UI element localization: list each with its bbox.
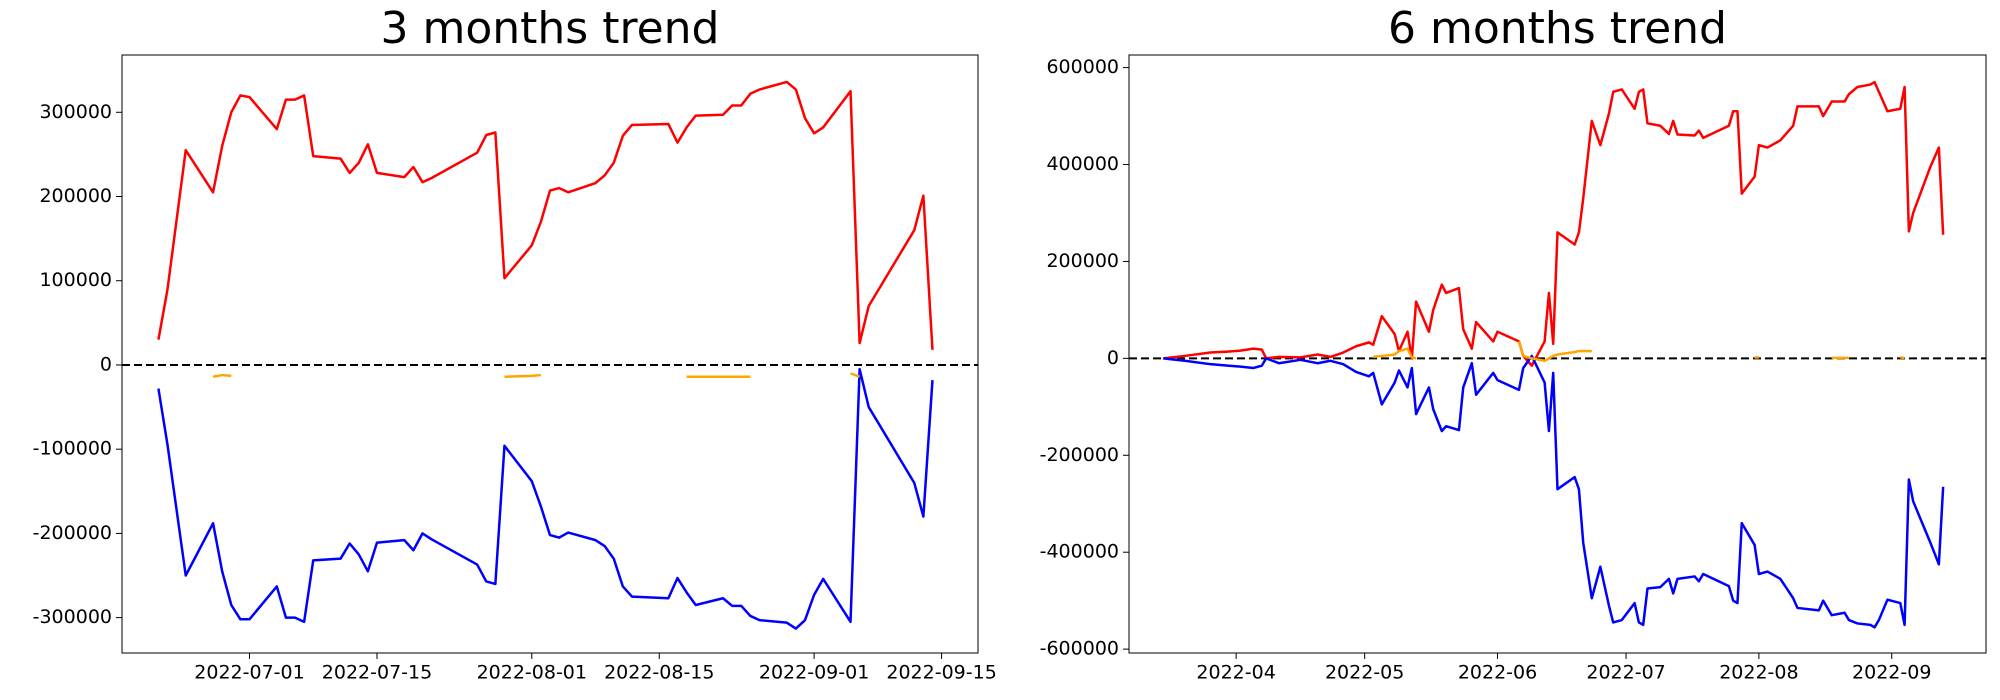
x-tick-label: 2022-04 (1196, 662, 1275, 684)
y-tick-label: 300000 (39, 101, 112, 123)
series-line (1373, 341, 1905, 363)
series-line (157, 80, 934, 350)
x-tick-label: 2022-07-01 (194, 662, 304, 684)
y-tick-label: 600000 (1046, 56, 1119, 78)
chart-title: 6 months trend (1388, 3, 1727, 54)
plot-frame (1128, 54, 1987, 654)
x-tick-label: 2022-07 (1586, 662, 1665, 684)
y-tick-label: -100000 (33, 438, 112, 460)
y-tick-label: -200000 (33, 522, 112, 544)
y-tick-label: 100000 (39, 269, 112, 291)
x-tick-label: 2022-07-15 (322, 662, 432, 684)
y-tick-label: 400000 (1046, 153, 1119, 175)
x-tick-label: 2022-09 (1852, 662, 1931, 684)
series-line (1163, 80, 1945, 367)
x-tick-label: 2022-09-15 (886, 662, 996, 684)
series-line (1163, 354, 1945, 629)
series-line (157, 367, 934, 630)
plot-frame (121, 54, 979, 654)
y-tick-label: 0 (100, 353, 112, 375)
x-tick-label: 2022-05 (1325, 662, 1404, 684)
x-tick-label: 2022-09-01 (759, 662, 869, 684)
y-tick-label: -200000 (1040, 444, 1119, 466)
y-tick-label: 200000 (39, 185, 112, 207)
x-tick-label: 2022-08 (1719, 662, 1798, 684)
x-tick-label: 2022-08-01 (477, 662, 587, 684)
y-tick-label: -300000 (33, 606, 112, 628)
series-line (212, 372, 861, 378)
x-tick-label: 2022-08-15 (604, 662, 714, 684)
chart-title: 3 months trend (381, 3, 720, 54)
x-tick-label: 2022-06 (1458, 662, 1537, 684)
y-tick-label: 0 (1107, 347, 1119, 369)
y-tick-label: 200000 (1046, 250, 1119, 272)
y-tick-label: -400000 (1040, 541, 1119, 563)
y-tick-label: -600000 (1040, 638, 1119, 660)
